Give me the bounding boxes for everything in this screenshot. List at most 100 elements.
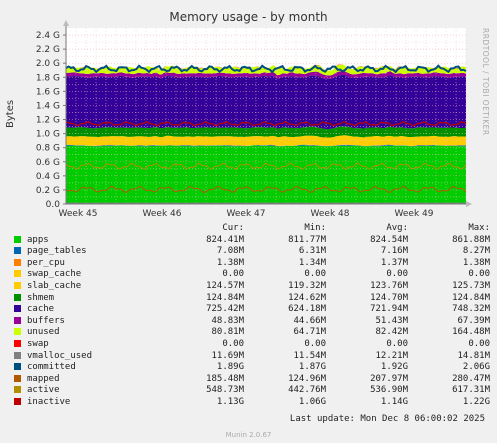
legend-max-value: 1.22G xyxy=(462,396,490,407)
legend-label: committed xyxy=(27,362,76,373)
legend-label: page_tables xyxy=(27,246,87,257)
munin-version: Munin 2.0.67 xyxy=(225,431,272,439)
legend-row: committed 1.89G 1.87G 1.92G 2.06G xyxy=(12,362,490,374)
legend-label: inactive xyxy=(27,396,71,407)
legend-cur-value: 1.89G xyxy=(216,362,244,373)
legend-cur-value: 824.41M xyxy=(206,234,244,245)
legend-min-value: 1.06G xyxy=(298,396,326,407)
legend-swatch-icon xyxy=(14,351,21,359)
legend-series-name: buffers xyxy=(12,316,162,328)
legend-swatch-icon xyxy=(14,316,21,324)
legend-label: buffers xyxy=(27,315,65,326)
legend-max-value: 1.38M xyxy=(462,257,490,268)
legend-series-name: unused xyxy=(12,327,162,339)
legend-series-name: apps xyxy=(12,235,162,247)
legend-cur-value: 80.81M xyxy=(211,327,244,338)
legend-label: mapped xyxy=(27,373,60,384)
legend-max-value: 861.88M xyxy=(452,234,490,245)
legend-max-value: 2.06G xyxy=(462,362,490,373)
x-tick-label: Week 49 xyxy=(395,209,434,219)
legend-max-value: 0.00 xyxy=(468,269,490,280)
legend-cur-value: 1.38M xyxy=(216,257,244,268)
legend-min-value: 11.54M xyxy=(293,350,326,361)
legend-swatch-icon xyxy=(14,270,21,278)
area-cache xyxy=(66,74,466,130)
legend-avg-value: 1.14G xyxy=(380,396,408,407)
legend-cur-value: 1.13G xyxy=(216,396,244,407)
y-tick-label: 0.2 G xyxy=(36,186,60,196)
legend-series-name: mapped xyxy=(12,374,162,386)
area-slab-cache xyxy=(66,135,466,147)
legend-max-value: 67.39M xyxy=(457,315,490,326)
legend-cur-value: 0.00 xyxy=(222,338,244,349)
legend-max-value: 124.84M xyxy=(452,292,490,303)
grid-lines xyxy=(65,28,467,204)
legend-swatch-icon xyxy=(14,397,21,405)
legend-row: shmem 124.84M 124.62M 124.70M 124.84M xyxy=(12,293,490,305)
x-tick-label: Week 45 xyxy=(59,209,98,219)
legend-table: Cur: Min: Avg: Max: apps 824.41M 811.77M 82… xyxy=(12,223,490,409)
legend-avg-value: 1.37M xyxy=(380,257,408,268)
y-tick-label: 2.0 G xyxy=(36,59,60,69)
x-axis-ticks: Week 45 Week 46 Week 47 Week 48 Week 49 xyxy=(59,209,434,219)
series-lines xyxy=(65,64,467,204)
col-avg: Avg: xyxy=(386,223,408,233)
line-inactive xyxy=(65,120,467,127)
line-active xyxy=(65,162,467,170)
legend-row: apps 824.41M 811.77M 824.54M 861.88M xyxy=(12,235,490,247)
legend-avg-value: 0.00 xyxy=(386,269,408,280)
legend-row: active 548.73M 442.76M 536.90M 617.31M xyxy=(12,385,490,397)
y-tick-label: 0.6 G xyxy=(36,158,60,168)
legend-avg-value: 0.00 xyxy=(386,338,408,349)
chart-title: Memory usage - by month xyxy=(169,10,328,24)
legend-min-value: 0.00 xyxy=(304,338,326,349)
legend-swatch-icon xyxy=(14,374,21,382)
legend-min-value: 624.18M xyxy=(288,304,326,315)
legend-min-value: 6.31M xyxy=(298,246,326,257)
legend-avg-value: 7.16M xyxy=(380,246,408,257)
legend-row: swap 0.00 0.00 0.00 0.00 xyxy=(12,339,490,351)
col-cur: Cur: xyxy=(222,223,244,233)
legend-series-name: shmem xyxy=(12,293,162,305)
legend-avg-value: 51.43M xyxy=(375,315,408,326)
line-mapped xyxy=(65,185,467,194)
legend-series-name: inactive xyxy=(12,397,162,409)
legend-row: mapped 185.48M 124.96M 207.97M 280.47M xyxy=(12,374,490,386)
legend-row: swap_cache 0.00 0.00 0.00 0.00 xyxy=(12,269,490,281)
y-tick-label: 1.6 G xyxy=(36,87,60,97)
legend-header: Cur: Min: Avg: Max: xyxy=(12,223,490,235)
legend-min-value: 1.34M xyxy=(298,257,326,268)
x-tick-label: Week 47 xyxy=(227,209,266,219)
legend-min-value: 44.66M xyxy=(293,315,326,326)
legend-max-value: 617.31M xyxy=(452,385,490,396)
y-tick-label: 1.8 G xyxy=(36,73,60,83)
legend-max-value: 748.32M xyxy=(452,304,490,315)
y-tick-label: 0.4 G xyxy=(36,172,60,182)
legend-label: slab_cache xyxy=(27,280,82,291)
legend-swatch-icon xyxy=(14,363,21,371)
legend-min-value: 119.32M xyxy=(288,280,326,291)
legend-label: per_cpu xyxy=(27,257,65,268)
legend-swatch-icon xyxy=(14,281,21,289)
legend-avg-value: 1.92G xyxy=(380,362,408,373)
x-tick-label: Week 46 xyxy=(143,209,182,219)
legend-series-name: slab_cache xyxy=(12,281,162,293)
legend-label: shmem xyxy=(27,292,55,303)
legend-row: unused 80.81M 64.71M 82.42M 164.48M xyxy=(12,327,490,339)
legend-swatch-icon xyxy=(14,386,21,394)
legend-avg-value: 12.21M xyxy=(375,350,408,361)
legend-label: apps xyxy=(27,234,49,245)
legend-series-name: active xyxy=(12,385,162,397)
legend-min-value: 124.62M xyxy=(288,292,326,303)
legend-series-name: per_cpu xyxy=(12,258,162,270)
legend-cur-value: 548.73M xyxy=(206,385,244,396)
legend-row: page_tables 7.08M 6.31M 7.16M 8.27M xyxy=(12,246,490,258)
legend-swatch-icon xyxy=(14,258,21,266)
legend-row: inactive 1.13G 1.06G 1.14G 1.22G xyxy=(12,397,490,409)
legend-series-name: cache xyxy=(12,304,162,316)
y-axis-arrow-icon xyxy=(63,20,69,26)
last-update: Last update: Mon Dec 8 06:00:02 2025 xyxy=(289,414,485,424)
legend-min-value: 811.77M xyxy=(288,234,326,245)
legend-label: swap_cache xyxy=(27,269,82,280)
legend-avg-value: 82.42M xyxy=(375,327,408,338)
